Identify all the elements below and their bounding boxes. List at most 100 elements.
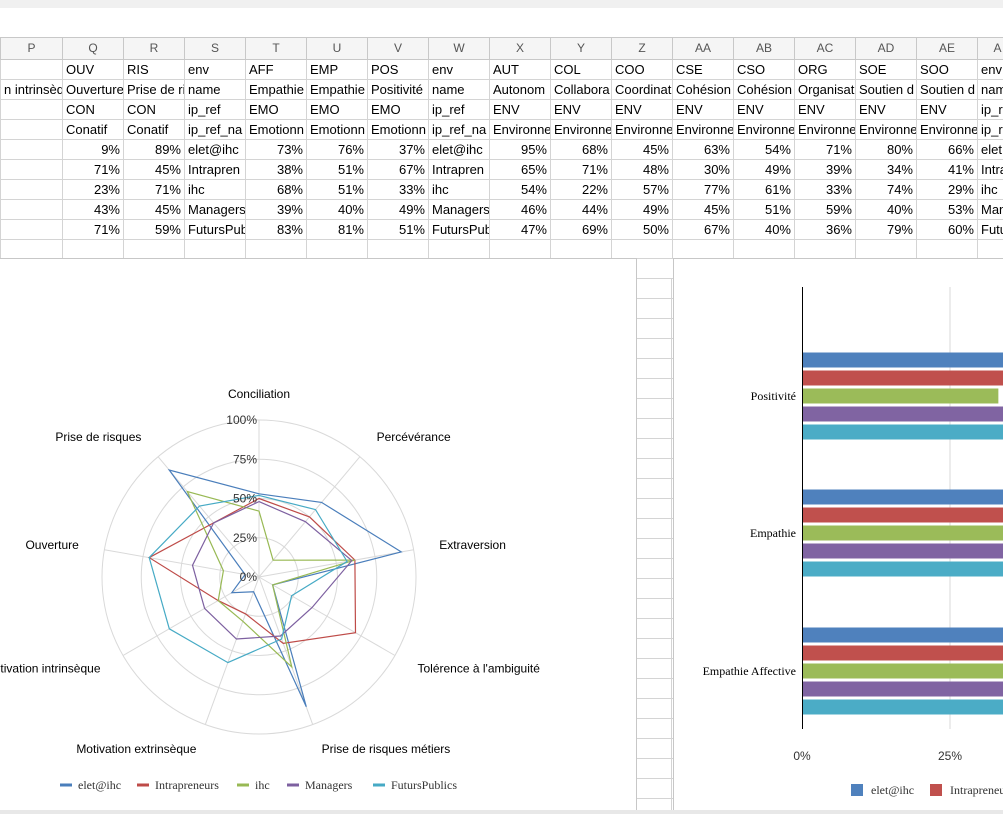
cell[interactable]: 39% xyxy=(245,199,307,220)
cell[interactable]: Positivité xyxy=(367,79,429,100)
cell[interactable]: 49% xyxy=(611,199,673,220)
cell[interactable]: Soutien d xyxy=(855,79,917,100)
cell[interactable]: ENV xyxy=(916,99,978,120)
cell[interactable]: 34% xyxy=(855,159,917,180)
column-header[interactable]: V xyxy=(367,37,429,60)
cell[interactable]: Empathie xyxy=(306,79,368,100)
cell[interactable]: 73% xyxy=(245,139,307,160)
column-header[interactable]: AD xyxy=(855,37,917,60)
cell[interactable]: 49% xyxy=(367,199,429,220)
cell[interactable] xyxy=(0,139,63,160)
cell[interactable]: 80% xyxy=(855,139,917,160)
cell[interactable] xyxy=(0,179,63,200)
cell[interactable]: Organisat xyxy=(794,79,856,100)
cell[interactable] xyxy=(428,239,490,259)
cell[interactable]: 45% xyxy=(611,139,673,160)
cell[interactable]: EMP xyxy=(306,59,368,80)
cell[interactable]: 45% xyxy=(123,199,185,220)
bar-chart[interactable]: Positivité Empathie Empathie Affective 0% 25… xyxy=(673,258,1003,814)
cell[interactable]: 68% xyxy=(245,179,307,200)
cell[interactable]: Conatif xyxy=(62,119,124,140)
cell[interactable]: POS xyxy=(367,59,429,80)
cell[interactable]: 33% xyxy=(367,179,429,200)
cell[interactable]: COL xyxy=(550,59,612,80)
cell[interactable]: ip_ref_na xyxy=(428,119,490,140)
cell[interactable]: 71% xyxy=(123,179,185,200)
cell[interactable]: ip_ref_na xyxy=(184,119,246,140)
cell[interactable]: 67% xyxy=(672,219,734,240)
cell[interactable]: ENV xyxy=(611,99,673,120)
cell[interactable]: ORG xyxy=(794,59,856,80)
cell[interactable]: Empathie xyxy=(245,79,307,100)
cell[interactable]: 38% xyxy=(245,159,307,180)
cell[interactable]: ihc xyxy=(184,179,246,200)
cell[interactable]: ip_ref xyxy=(184,99,246,120)
cell[interactable]: Environne xyxy=(611,119,673,140)
column-header[interactable]: AA xyxy=(672,37,734,60)
cell[interactable]: 50% xyxy=(611,219,673,240)
cell[interactable]: Futu xyxy=(977,219,1003,240)
cell[interactable]: 40% xyxy=(855,199,917,220)
cell[interactable]: Cohésion xyxy=(672,79,734,100)
cell[interactable]: 89% xyxy=(123,139,185,160)
cell[interactable] xyxy=(62,239,124,259)
spreadsheet-grid[interactable]: P Q R S T U V W X Y Z AA AB AC AD AE A OUV RIS env AFF EMP POS… xyxy=(0,37,1003,814)
cell[interactable] xyxy=(977,239,1003,259)
cell[interactable] xyxy=(0,119,63,140)
cell[interactable]: ENV xyxy=(489,99,551,120)
column-header[interactable]: A xyxy=(977,37,1003,60)
cell[interactable]: Environne xyxy=(794,119,856,140)
cell[interactable]: elet xyxy=(977,139,1003,160)
cell[interactable]: 23% xyxy=(62,179,124,200)
cell[interactable] xyxy=(489,239,551,259)
cell[interactable]: 66% xyxy=(916,139,978,160)
cell[interactable]: 51% xyxy=(306,159,368,180)
cell[interactable]: 53% xyxy=(916,199,978,220)
cell[interactable]: 59% xyxy=(794,199,856,220)
cell[interactable]: ip_r xyxy=(977,119,1003,140)
cell[interactable]: 51% xyxy=(306,179,368,200)
cell[interactable]: Man xyxy=(977,199,1003,220)
cell[interactable]: 69% xyxy=(550,219,612,240)
cell[interactable]: Intra xyxy=(977,159,1003,180)
cell[interactable]: Environne xyxy=(550,119,612,140)
cell[interactable]: 37% xyxy=(367,139,429,160)
cell[interactable]: name xyxy=(184,79,246,100)
cell[interactable]: CSE xyxy=(672,59,734,80)
cell[interactable]: 45% xyxy=(123,159,185,180)
cell[interactable]: AUT xyxy=(489,59,551,80)
cell[interactable]: Emotionn xyxy=(367,119,429,140)
cell[interactable]: 36% xyxy=(794,219,856,240)
cell[interactable]: Ouverture xyxy=(62,79,124,100)
cell[interactable]: nam xyxy=(977,79,1003,100)
cell[interactable]: CON xyxy=(62,99,124,120)
column-header[interactable]: U xyxy=(306,37,368,60)
cell-table[interactable]: P Q R S T U V W X Y Z AA AB AC AD AE A OUV RIS env AFF EMP POS… xyxy=(0,37,1003,259)
cell[interactable]: Environne xyxy=(672,119,734,140)
cell[interactable]: 49% xyxy=(733,159,795,180)
cell[interactable]: Emotionn xyxy=(306,119,368,140)
cell[interactable]: Prise de ri xyxy=(123,79,185,100)
cell[interactable]: Intrapren xyxy=(184,159,246,180)
cell[interactable]: Environne xyxy=(489,119,551,140)
column-header[interactable]: AC xyxy=(794,37,856,60)
cell[interactable]: 74% xyxy=(855,179,917,200)
cell[interactable]: n intrinsèq xyxy=(0,79,63,100)
cell[interactable]: 61% xyxy=(733,179,795,200)
cell[interactable] xyxy=(123,239,185,259)
cell[interactable]: 60% xyxy=(916,219,978,240)
cell[interactable]: ENV xyxy=(672,99,734,120)
cell[interactable]: ihc xyxy=(977,179,1003,200)
cell[interactable]: 77% xyxy=(672,179,734,200)
cell[interactable]: ihc xyxy=(428,179,490,200)
cell[interactable]: 33% xyxy=(794,179,856,200)
cell[interactable]: 71% xyxy=(550,159,612,180)
cell[interactable]: 63% xyxy=(672,139,734,160)
cell[interactable]: 22% xyxy=(550,179,612,200)
cell[interactable]: 9% xyxy=(62,139,124,160)
cell[interactable]: 48% xyxy=(611,159,673,180)
cell[interactable]: 51% xyxy=(367,219,429,240)
cell[interactable]: env xyxy=(428,59,490,80)
cell[interactable]: 76% xyxy=(306,139,368,160)
cell[interactable]: 51% xyxy=(733,199,795,220)
